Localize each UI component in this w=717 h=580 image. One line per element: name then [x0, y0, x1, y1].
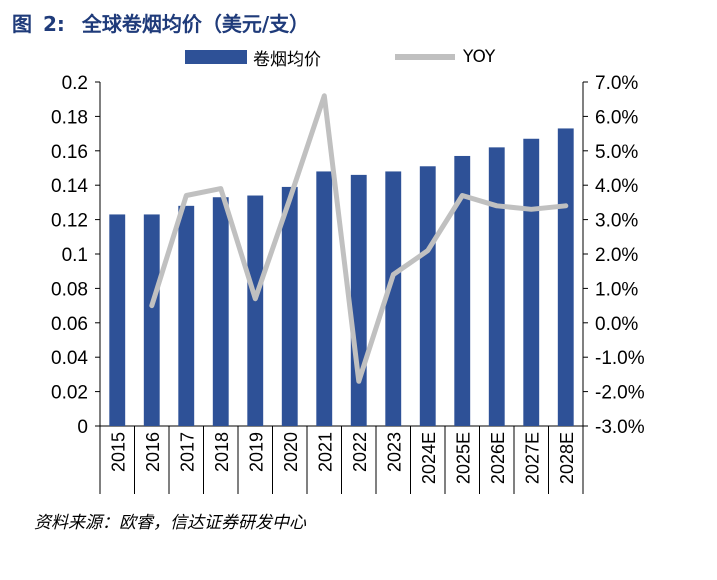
line-yoy: [149, 93, 569, 384]
y-left-tick-label: 0: [77, 417, 88, 438]
bar-avg-price: [385, 171, 402, 426]
y-left-tick-label: 0.18: [51, 107, 88, 128]
x-tick-label: 2025E: [453, 432, 473, 484]
bar-avg-price: [281, 186, 298, 426]
y-left-tick-label: 0.02: [51, 383, 88, 404]
legend-bar-label: 卷烟均价: [253, 49, 321, 70]
legend-bar-swatch: [185, 50, 247, 64]
bar-avg-price: [557, 128, 574, 426]
y-right-tick-label: -2.0%: [595, 383, 645, 404]
y-right-tick-label: 4.0%: [595, 176, 638, 197]
x-tick-label: 2018: [212, 432, 232, 472]
y-right-tick-label: 3.0%: [595, 211, 638, 232]
x-tick-label: 2021: [315, 432, 335, 472]
legend-line-label: YOY: [463, 47, 496, 67]
x-tick-label: 2024E: [419, 432, 439, 484]
bar-avg-price: [419, 166, 436, 426]
bar-avg-price: [523, 138, 540, 426]
legend-line-swatch: [395, 54, 455, 60]
bar-avg-price: [143, 214, 160, 426]
y-right-tick-label: 1.0%: [595, 279, 638, 300]
y-right-tick-label: 7.0%: [595, 73, 638, 94]
y-left-tick-label: 0.04: [51, 348, 88, 369]
y-left-tick-label: 0.16: [51, 142, 88, 163]
x-tick-label: 2020: [281, 432, 301, 472]
bar-avg-price: [454, 155, 471, 426]
x-tick-label: 2027E: [522, 432, 542, 484]
y-left-tick-label: 0.06: [51, 314, 88, 335]
x-tick-label: 2017: [177, 432, 197, 472]
figure-label: 图: [12, 12, 32, 36]
x-tick-label: 2028E: [557, 432, 577, 484]
x-tick-label: 2022: [350, 432, 370, 472]
bar-avg-price: [350, 174, 367, 426]
bar-avg-price: [109, 214, 126, 426]
figure-number: 2:: [42, 12, 65, 36]
y-right-tick-label: 5.0%: [595, 142, 638, 163]
y-right-tick-label: 2.0%: [595, 245, 638, 266]
x-tick-label: 2026E: [488, 432, 508, 484]
x-tick-label: 2015: [108, 432, 128, 472]
figure-title: 图 2: 全球卷烟均价（美元/支）: [12, 8, 309, 37]
y-right-tick-label: -1.0%: [595, 348, 645, 369]
chart-legend: 卷烟均价 YOY: [185, 44, 495, 70]
bar-avg-price: [247, 195, 264, 426]
bar-avg-price: [488, 147, 505, 427]
y-right-tick-label: 6.0%: [595, 107, 638, 128]
x-tick-label: 2016: [143, 432, 163, 472]
y-left-tick-label: 0.14: [51, 176, 88, 197]
bar-avg-price: [178, 205, 195, 426]
y-right-tick-label: 0.0%: [595, 314, 638, 335]
y-left-tick-label: 0.08: [51, 279, 88, 300]
y-left-tick-label: 0.12: [51, 211, 88, 232]
figure-title-text: 全球卷烟均价（美元/支）: [81, 12, 310, 36]
bar-avg-price: [212, 197, 229, 426]
y-left-tick-label: 0.1: [62, 245, 88, 266]
bar-avg-price: [316, 171, 333, 426]
y-right-tick-label: -3.0%: [595, 417, 645, 438]
source-note: 资料来源：欧睿，信达证券研发中心: [34, 513, 306, 533]
x-tick-label: 2019: [246, 432, 266, 472]
y-left-tick-label: 0.2: [62, 73, 88, 94]
x-tick-label: 2023: [384, 432, 404, 472]
